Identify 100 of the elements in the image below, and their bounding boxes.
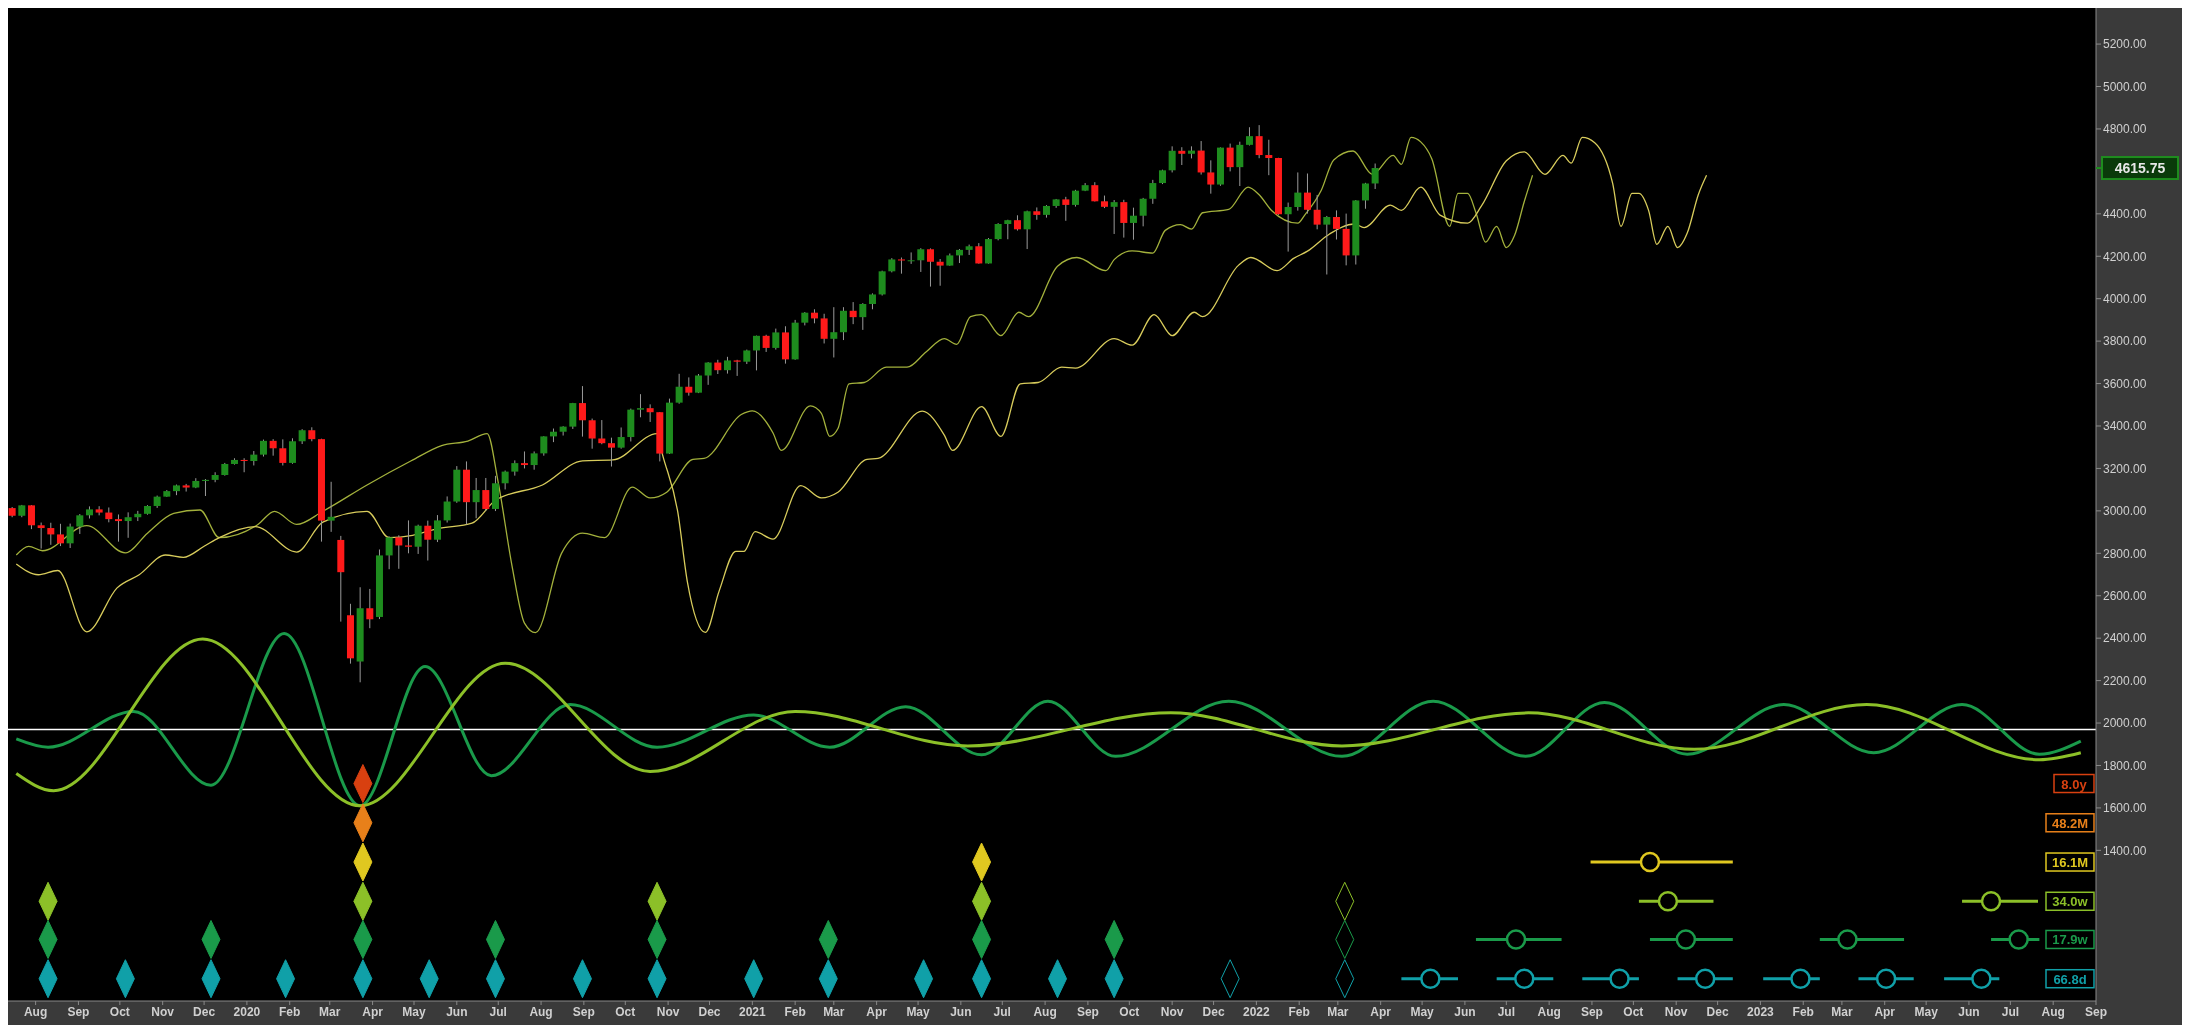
candlestick xyxy=(76,513,84,535)
x-tick-label: Jun xyxy=(950,1004,972,1019)
point xyxy=(1837,929,1858,950)
candlestick xyxy=(66,523,74,549)
x-tick-label: Aug xyxy=(23,1004,48,1019)
candlestick xyxy=(472,477,480,519)
candlestick xyxy=(1023,210,1031,250)
x-tick-label: Sep xyxy=(2084,1004,2108,1019)
text: 4615.75 xyxy=(2114,160,2166,177)
x-tick-label: Jun xyxy=(446,1004,468,1019)
point xyxy=(1505,929,1527,950)
candlestick xyxy=(1332,209,1340,240)
x-tick-label: Aug xyxy=(2041,1004,2065,1019)
x-tick-label: Oct xyxy=(109,1004,130,1019)
point xyxy=(1694,968,1716,989)
candlestick xyxy=(926,247,934,288)
x-tick-label: Aug xyxy=(529,1004,553,1019)
x-tick-label: 2020 xyxy=(233,1004,261,1019)
candlestick xyxy=(1139,197,1147,227)
candlestick xyxy=(211,471,219,483)
x-tick-label: Oct xyxy=(1623,1004,1644,1019)
candlestick xyxy=(569,402,577,430)
x-tick-label: Aug xyxy=(1537,1004,1561,1019)
x-tick-label: Dec xyxy=(1202,1004,1225,1019)
candlestick xyxy=(482,477,490,512)
y-tick-label: 4200.00 xyxy=(2103,249,2147,264)
candlestick xyxy=(1236,141,1244,187)
candlestick xyxy=(878,270,886,296)
y-tick-label: 4000.00 xyxy=(2103,291,2147,306)
y-tick-label: 3800.00 xyxy=(2103,334,2147,349)
y-tick-label: 1600.00 xyxy=(2103,801,2147,816)
candlestick xyxy=(849,301,857,325)
point xyxy=(1980,891,2002,912)
y-tick-label: 5200.00 xyxy=(2103,37,2147,52)
point xyxy=(2008,929,2029,950)
candlestick xyxy=(95,505,103,516)
x-tick-label: Nov xyxy=(151,1004,175,1019)
candlestick xyxy=(1303,173,1311,215)
y-tick-label: 3000.00 xyxy=(2103,504,2147,519)
candlestick xyxy=(578,385,586,438)
x-tick-label: Feb xyxy=(279,1004,301,1019)
text: 17.9w xyxy=(2052,932,2089,948)
y-tick-label: 1800.00 xyxy=(2103,758,2147,773)
candlestick xyxy=(124,511,132,539)
candlestick xyxy=(636,393,644,418)
y-tick-label: 1400.00 xyxy=(2103,843,2147,858)
candlestick xyxy=(366,588,374,629)
point xyxy=(1657,891,1679,912)
x-tick-label: Sep xyxy=(67,1004,90,1019)
x-tick-label: Nov xyxy=(1160,1004,1184,1019)
candlestick xyxy=(975,242,983,265)
y-tick-label: 2000.00 xyxy=(2103,716,2147,731)
candlestick xyxy=(1168,145,1176,173)
candlestick xyxy=(530,450,538,471)
x-tick-label: Jun xyxy=(1454,1004,1476,1019)
x-tick-label: Sep xyxy=(572,1004,595,1019)
x-tick-label: Aug xyxy=(1033,1004,1057,1019)
point xyxy=(1790,968,1811,989)
candlestick xyxy=(1371,163,1379,190)
candlestick xyxy=(646,403,654,423)
text: 16.1M xyxy=(2051,855,2089,871)
candlestick xyxy=(47,522,55,546)
x-tick-label: 2021 xyxy=(738,1004,766,1019)
candlestick xyxy=(114,513,122,543)
candlestick xyxy=(907,251,915,265)
candlestick xyxy=(1207,159,1215,195)
candlestick xyxy=(433,514,441,543)
x-tick-label: Apr xyxy=(1370,1004,1392,1019)
candlestick xyxy=(27,504,35,530)
candlestick xyxy=(288,437,296,465)
candlestick xyxy=(1091,181,1099,203)
candlestick xyxy=(1110,199,1118,235)
x-tick-label: Nov xyxy=(1664,1004,1688,1019)
x-tick-label: Mar xyxy=(319,1004,341,1019)
candlestick xyxy=(1129,207,1137,241)
candlestick xyxy=(414,524,422,555)
candlestick xyxy=(1226,143,1234,172)
candlestick xyxy=(385,535,393,570)
text: 66.8d xyxy=(2053,971,2087,987)
candlestick xyxy=(540,435,548,457)
candlestick xyxy=(424,520,432,562)
y-tick-label: 5000.00 xyxy=(2103,79,2147,94)
candlestick xyxy=(1323,215,1331,275)
x-tick-label: Nov xyxy=(656,1004,680,1019)
candlestick xyxy=(182,483,190,493)
y-tick-label: 4800.00 xyxy=(2103,122,2147,137)
point xyxy=(1609,968,1630,989)
x-tick-label: 2022 xyxy=(1243,1004,1271,1019)
candlestick xyxy=(936,258,944,287)
candlestick xyxy=(404,519,412,554)
x-tick-label: Dec xyxy=(698,1004,721,1019)
candlestick xyxy=(279,438,287,466)
candlestick xyxy=(269,438,277,457)
candlestick xyxy=(897,257,905,275)
candlestick xyxy=(1120,199,1128,239)
candlestick xyxy=(443,495,451,524)
point xyxy=(1971,968,1992,989)
candlestick xyxy=(830,306,838,358)
point xyxy=(1514,968,1535,989)
point xyxy=(1639,851,1661,873)
